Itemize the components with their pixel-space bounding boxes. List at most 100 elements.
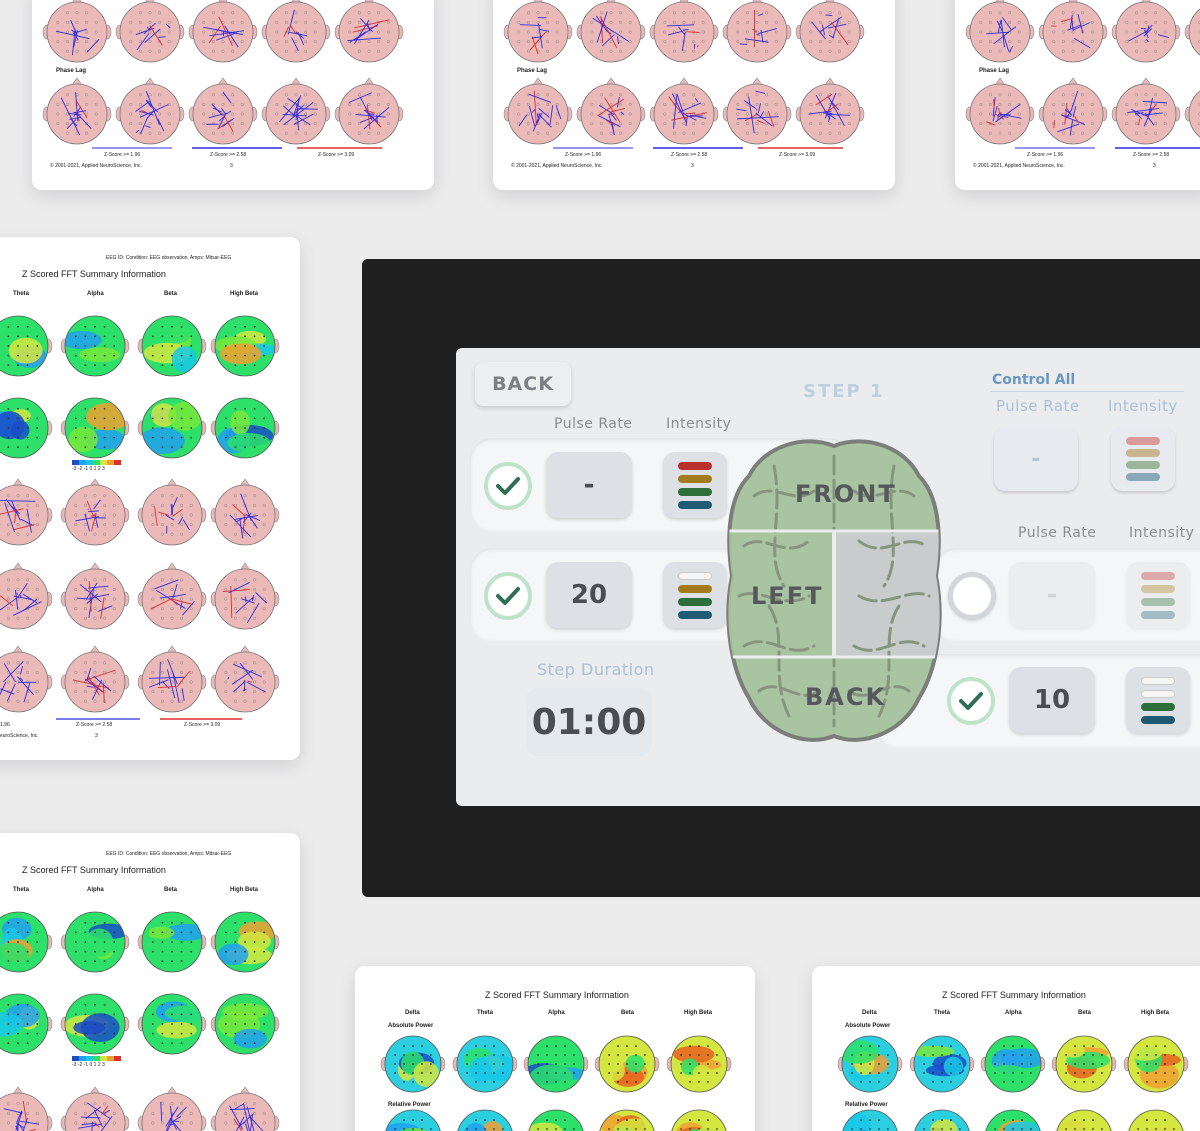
report-zscore-label: Z-Score >= 1.96 (104, 152, 141, 158)
topo-map (210, 911, 280, 973)
report-eeg-header: EEG ID: Condition: EEG observation, Amps… (106, 255, 232, 261)
head-map (649, 77, 719, 145)
region-label-front[interactable]: FRONT (795, 480, 897, 508)
control-all-title: Control All (992, 372, 1076, 388)
topo-map (452, 1035, 518, 1093)
head-map (1184, 8, 1200, 56)
intensity-bar-1 (1141, 611, 1175, 619)
topo-map (137, 993, 207, 1055)
intensity-bar-2 (678, 598, 712, 606)
topo-map (455, 1109, 515, 1131)
topo-map (1051, 1035, 1117, 1093)
right-toggle-knob[interactable] (948, 572, 996, 620)
report-band-label: Alpha (1005, 1010, 1022, 1016)
control-all-pulse-rate-label: Pulse Rate (996, 397, 1080, 415)
topo-map (597, 1109, 657, 1131)
left-intensity-control[interactable] (663, 562, 727, 628)
topo-map (60, 397, 130, 459)
head-map (334, 77, 404, 145)
report-band-label: Beta (621, 1010, 635, 1016)
topo-map (837, 1035, 903, 1093)
report-zscore-label: Z-Score >= 2.58 (671, 152, 708, 158)
intensity-bar-3 (1141, 585, 1175, 593)
report-heads-svg (42, 0, 404, 149)
topo-map (1054, 1109, 1114, 1131)
app-screen: BACK STEP 1 Control All Pulse Rate Inten… (456, 348, 1200, 806)
header-pulse-rate: Pulse Rate (554, 416, 633, 432)
report-copyright: © 2001-2021, Applied NeuroScience, Inc. (511, 163, 603, 169)
report-page-number: 3 (95, 733, 98, 739)
report-band-label: Alpha (548, 1010, 565, 1016)
head-map (210, 562, 280, 630)
back-checkbox[interactable] (947, 677, 995, 725)
head-map (42, 77, 112, 145)
front-pulse-rate-input[interactable]: - (546, 452, 632, 518)
report-heads-svg (0, 911, 280, 1131)
control-all-pulse-rate-input[interactable]: - (994, 427, 1078, 491)
head-map (795, 77, 865, 145)
front-checkbox[interactable] (484, 462, 532, 510)
right-pulse-rate-input[interactable]: - (1009, 562, 1095, 628)
region-label-left[interactable]: LEFT (751, 582, 824, 610)
report-fft-title: Z Scored FFT Summary Information (22, 269, 166, 279)
step-duration-display[interactable]: 01:00 (526, 688, 652, 756)
left-pulse-rate-input[interactable]: 20 (546, 562, 632, 628)
intensity-bar-2 (1141, 703, 1175, 711)
report-copyright: euroScience, Inc. (0, 733, 39, 739)
head-map (115, 0, 185, 63)
check-icon (496, 587, 520, 605)
intensity-bar-4 (1141, 572, 1175, 580)
report-zscore-label: Z-Score >= 2.58 (210, 152, 247, 158)
intensity-bar-4 (1126, 437, 1160, 445)
back-button-label: BACK (492, 373, 554, 395)
topo-map (666, 1035, 732, 1093)
report-section-label: Phase Lag (56, 68, 87, 74)
report-fft-title: Z Scored FFT Summary Information (942, 990, 1086, 1000)
intensity-bar-4 (678, 572, 712, 580)
head-map (137, 645, 207, 713)
head-map (1038, 77, 1108, 145)
head-map (0, 562, 53, 630)
head-map (60, 562, 130, 630)
head-map (60, 1086, 130, 1131)
head-map (722, 77, 792, 145)
head-map (576, 77, 646, 145)
topo-map (137, 911, 207, 973)
control-all-intensity-control[interactable] (1111, 427, 1175, 491)
topo-map (0, 397, 53, 459)
brain-region-right-unselected[interactable] (836, 532, 954, 656)
topo-map (210, 315, 280, 377)
report-band-label: Theta (934, 1010, 951, 1016)
left-checkbox[interactable] (484, 572, 532, 620)
report-heads-svg (380, 1035, 732, 1131)
back-button[interactable]: BACK (475, 362, 571, 406)
region-label-back[interactable]: BACK (805, 683, 887, 711)
report-section-label: Relative Power (845, 1102, 888, 1108)
back-intensity-control[interactable] (1126, 667, 1190, 733)
head-map (210, 1086, 280, 1131)
intensity-bar-3 (678, 585, 712, 593)
report-zscore-label: Z-Score >= 3.09 (184, 722, 221, 728)
step-title: STEP 1 (803, 381, 885, 402)
control-all-divider (990, 391, 1184, 392)
report-fft-title: Z Scored FFT Summary Information (22, 865, 166, 875)
report-copyright: © 2001-2021, Applied NeuroScience, Inc. (50, 163, 142, 169)
head-map (576, 0, 646, 63)
back-pulse-rate-input[interactable]: 10 (1009, 667, 1095, 733)
header-intensity: Intensity (666, 416, 732, 432)
head-map (1038, 0, 1108, 63)
color-scale (72, 460, 121, 465)
report-band-label: Delta (405, 1010, 420, 1016)
topo-map (669, 1109, 729, 1131)
step-duration-label: Step Duration (537, 660, 655, 679)
right-intensity-control[interactable] (1126, 562, 1190, 628)
topo-map (983, 1109, 1043, 1131)
front-intensity-control[interactable] (663, 452, 727, 518)
topo-map (383, 1109, 443, 1131)
report-zscore-label: Z-Score >= 1.96 (1027, 152, 1064, 158)
intensity-bar-4 (678, 462, 712, 470)
report-heads-svg (965, 0, 1200, 149)
report-zscore-label: 1.96 (0, 722, 10, 728)
head-map (334, 0, 404, 63)
report-section-label: Relative Power (388, 1102, 431, 1108)
